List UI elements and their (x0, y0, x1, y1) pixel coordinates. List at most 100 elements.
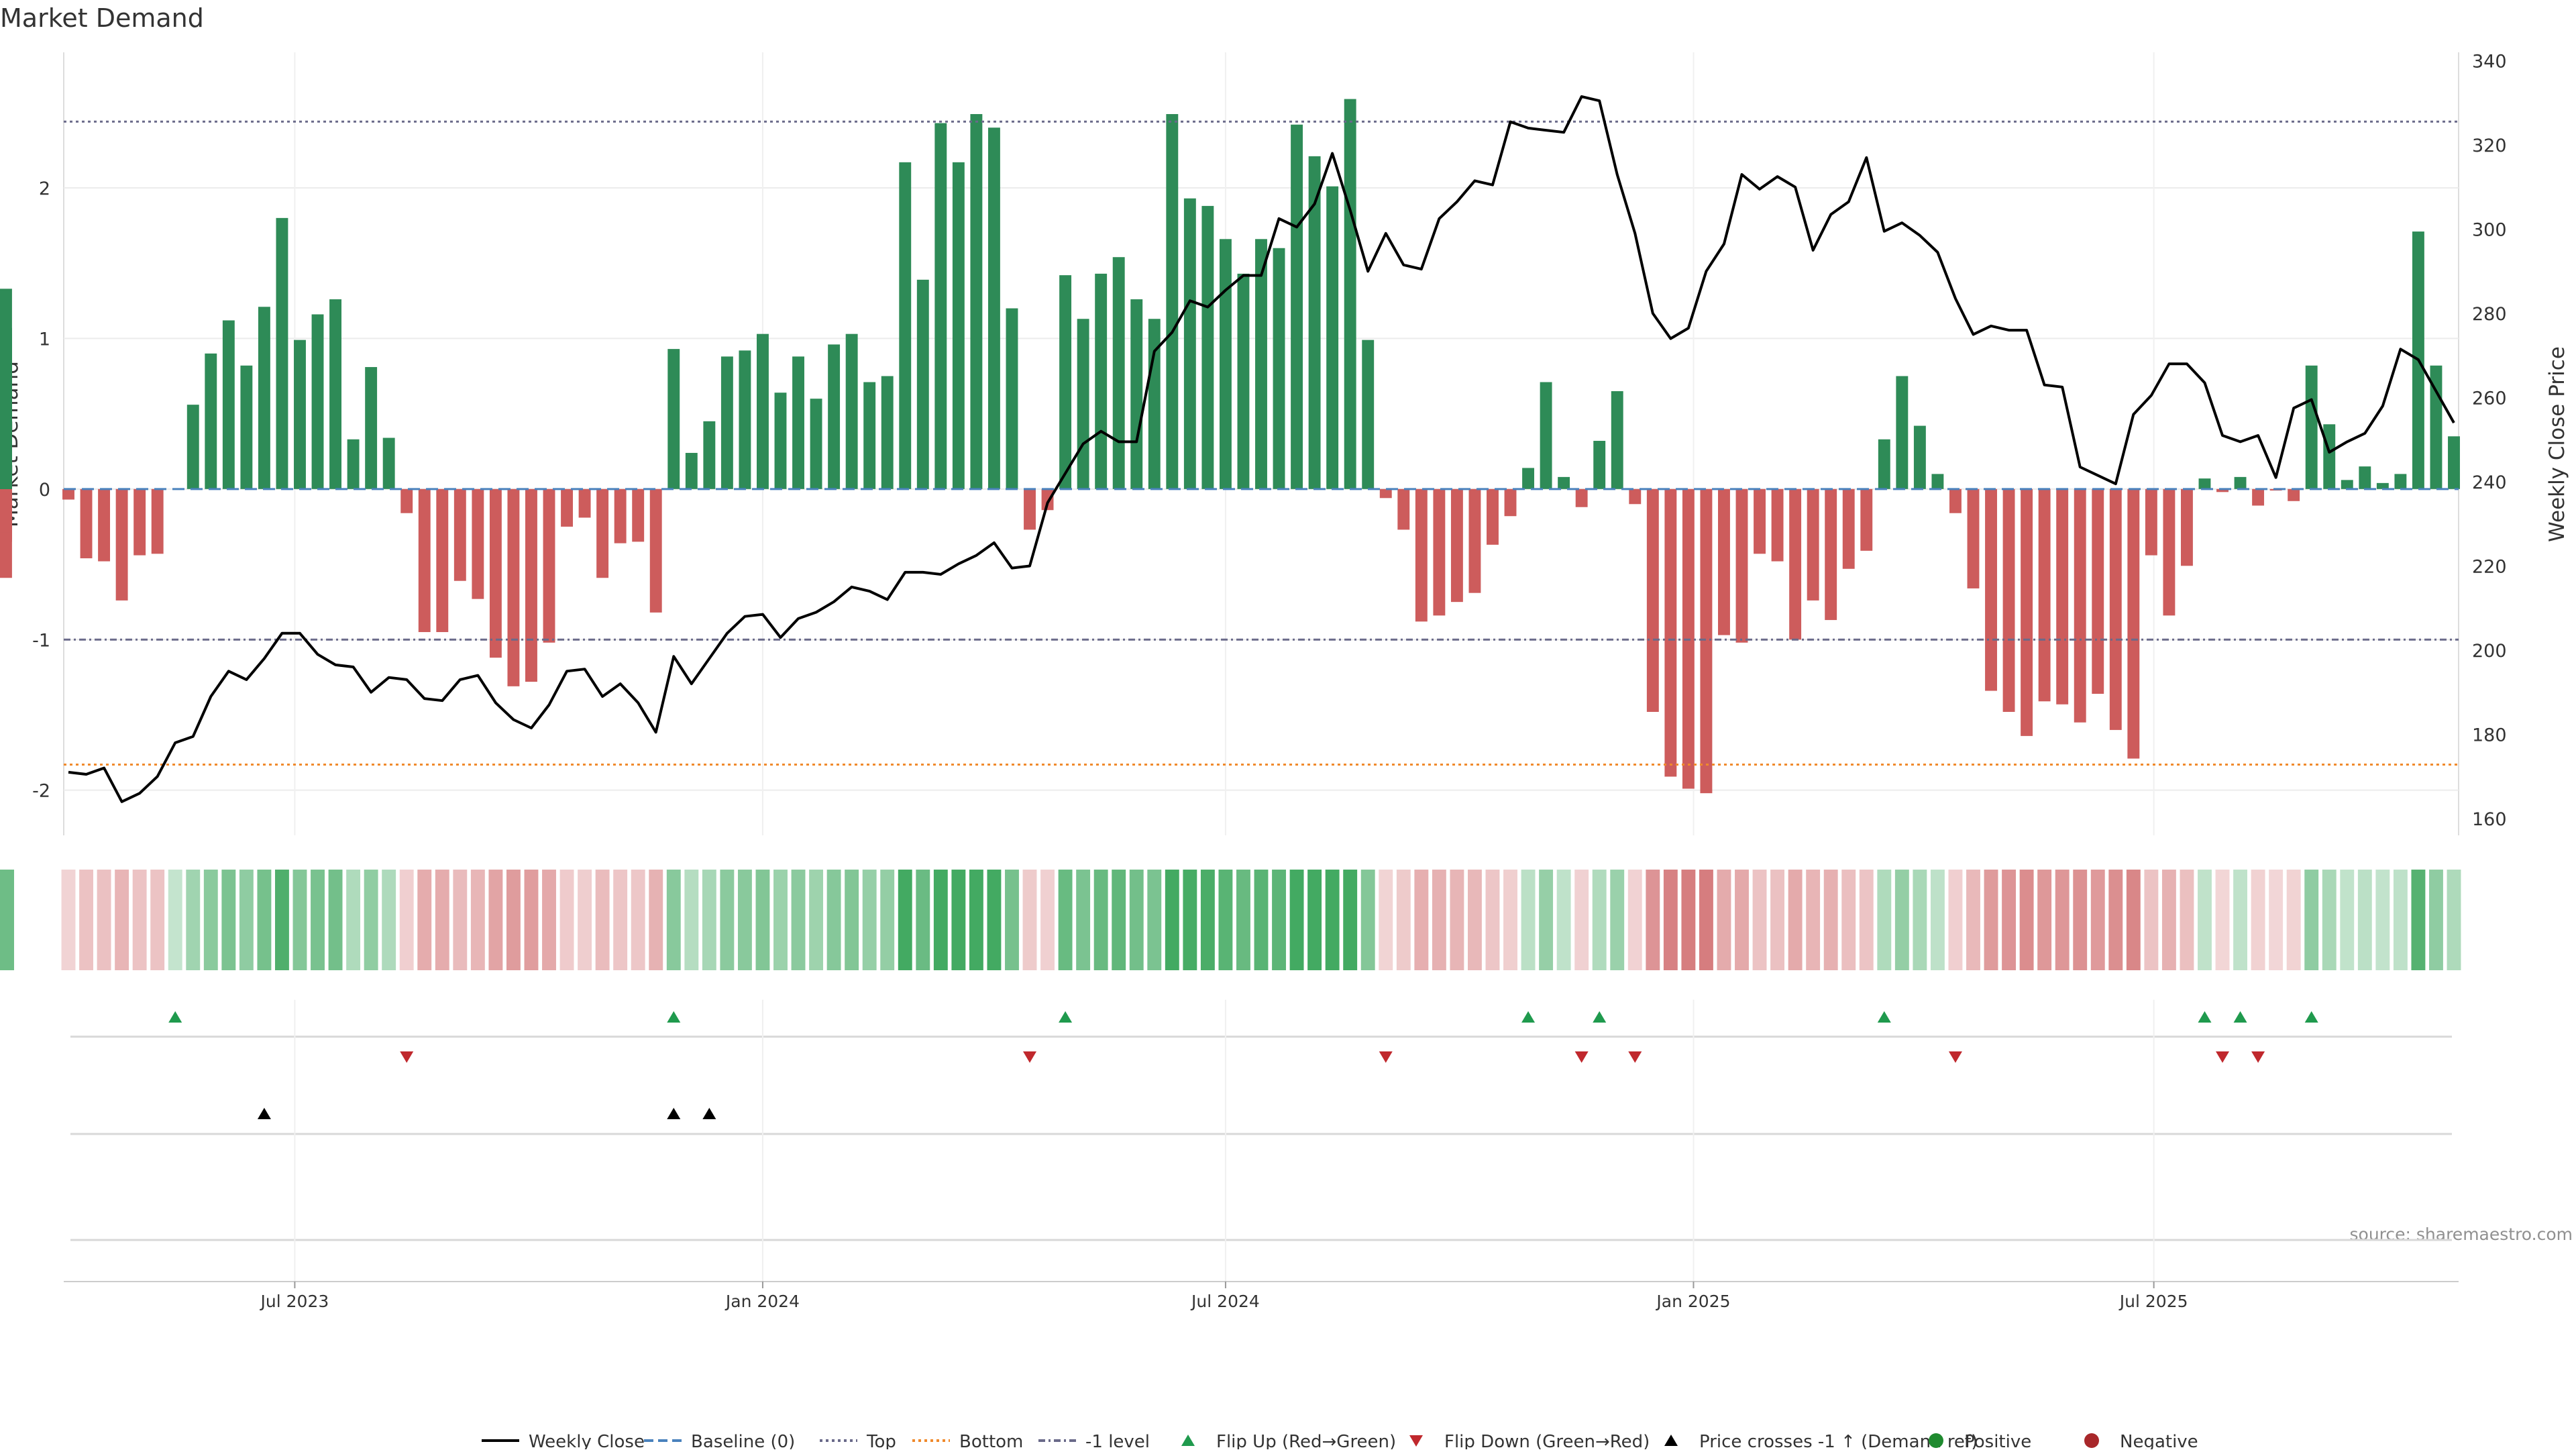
demand-bar-positive (1255, 239, 1267, 489)
heat-cell (1076, 870, 1091, 970)
demand-bar-negative (1415, 488, 1428, 622)
demand-bar-negative (1504, 488, 1517, 517)
demand-bar-positive (329, 299, 342, 489)
heat-cell (666, 870, 681, 970)
demand-bar-positive (1362, 340, 1375, 489)
demand-bar-positive (294, 340, 306, 489)
heat-cell (880, 870, 895, 970)
demand-bar-negative (2002, 488, 2015, 712)
demand-bar-negative (98, 488, 111, 562)
demand-bar-negative (418, 488, 431, 633)
demand-bar-positive (1273, 248, 1285, 489)
y-tick-label: 0 (39, 480, 50, 501)
demand-bar-positive (757, 333, 769, 489)
heat-cell (115, 870, 129, 970)
demand-bar-negative (472, 488, 484, 599)
heat-cell (1841, 870, 1856, 970)
demand-bar-positive (276, 217, 288, 489)
flip-up-marker (1593, 1011, 1607, 1023)
heat-cell (1236, 870, 1250, 970)
demand-bar-positive (1291, 124, 1303, 489)
demand-bar-negative (1860, 488, 1873, 551)
heat-cell (239, 870, 254, 970)
y-tick-label: 2 (39, 178, 50, 199)
demand-bar-positive (2323, 424, 2336, 489)
heat-cell (2073, 870, 2088, 970)
demand-bar-negative (649, 488, 662, 613)
heat-cell (0, 870, 14, 970)
demand-bar-negative (2056, 488, 2069, 705)
heat-cell (969, 870, 983, 970)
heat-cell (364, 870, 378, 970)
demand-bar-positive (1308, 156, 1321, 489)
heat-cell (1005, 870, 1019, 970)
heat-cell (1984, 870, 1998, 970)
demand-bar-negative (543, 488, 555, 643)
demand-bar-negative (1468, 488, 1481, 593)
legend-dot-icon (2084, 1433, 2099, 1448)
demand-bar-positive (1006, 308, 1018, 489)
heat-cell (595, 870, 610, 970)
demand-bar-positive (2234, 476, 2247, 489)
heat-cell (1894, 870, 1909, 970)
legend-dot-icon (1929, 1433, 1943, 1448)
demand-bar-positive (970, 114, 983, 489)
demand-bar-positive (1913, 425, 1926, 489)
heat-cell (862, 870, 877, 970)
heat-cell (1183, 870, 1197, 970)
legend: Weekly Close Baseline (0) Top Bottom -1 leve… (482, 1432, 2198, 1452)
heat-cell (61, 870, 76, 970)
heat-cell (2233, 870, 2247, 970)
demand-bar-negative (1842, 488, 1855, 569)
heat-cell (2251, 870, 2265, 970)
heat-cell (1396, 870, 1411, 970)
heat-cell (1930, 870, 1945, 970)
heat-cell (1948, 870, 1963, 970)
demand-bar-positive (863, 382, 876, 489)
heat-cell (542, 870, 556, 970)
y-tick-label: 1 (39, 329, 50, 350)
heat-cell (2126, 870, 2141, 970)
heat-cell (1592, 870, 1607, 970)
heat-cell (1610, 870, 1625, 970)
demand-bar-positive (1931, 474, 1944, 489)
demand-bar-positive (2359, 466, 2371, 489)
legend-label: Baseline (0) (691, 1432, 795, 1449)
heat-cell (1200, 870, 1215, 970)
demand-bar-negative (2216, 488, 2229, 492)
demand-bar-negative (1754, 488, 1766, 554)
legend-triangle-up-icon (1181, 1435, 1195, 1446)
demand-bar-positive (774, 393, 787, 489)
demand-bar-positive (1326, 186, 1339, 489)
heat-cell (2269, 870, 2284, 970)
heat-cell (221, 870, 236, 970)
heat-cell (1556, 870, 1571, 970)
demand-bar-positive (2341, 480, 2353, 489)
demand-bar-negative (1024, 488, 1036, 530)
flip-up-marker (2233, 1011, 2247, 1023)
demand-bar-negative (453, 488, 466, 581)
demand-bar-positive (1183, 198, 1196, 489)
demand-bar-positive (347, 439, 360, 489)
demand-bar-positive (0, 289, 12, 489)
demand-bar-negative (400, 488, 413, 513)
heat-cell (1770, 870, 1785, 970)
heat-cell (311, 870, 325, 970)
y-tick-label: -1 (32, 630, 50, 651)
demand-bar-negative (614, 488, 627, 543)
heat-cell (79, 870, 93, 970)
demand-bar-negative (525, 488, 537, 682)
heat-cell (1646, 870, 1660, 970)
demand-bar-positive (258, 307, 270, 489)
legend-item: Top (820, 1432, 896, 1452)
heat-cell (755, 870, 770, 970)
legend-item: Weekly Close (482, 1432, 645, 1452)
flip-up-marker (667, 1011, 681, 1023)
demand-bar-positive (1130, 299, 1143, 489)
heat-cell (613, 870, 628, 970)
heat-cell (2411, 870, 2426, 970)
legend-label: Top (866, 1432, 896, 1449)
chart-title: Market Demand (0, 3, 204, 33)
demand-bar-negative (436, 488, 449, 633)
demand-bar-negative (1664, 488, 1677, 777)
